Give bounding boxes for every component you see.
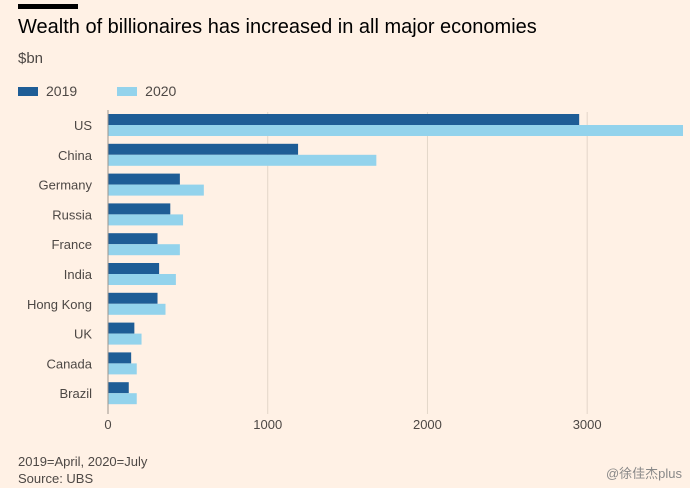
bar-2019 (108, 352, 132, 364)
bar-2020 (108, 333, 142, 345)
legend-item-2019: 2019 (18, 83, 77, 99)
bar-2019 (108, 292, 158, 304)
bar-2020 (108, 184, 204, 196)
legend-label-2020: 2020 (145, 83, 177, 99)
unit-label: $bn (18, 50, 44, 67)
bar-2019 (108, 322, 135, 334)
bar-2020 (108, 363, 137, 375)
y-tick-label: Hong Kong (27, 297, 92, 312)
y-tick-label: US (74, 118, 92, 133)
source: Source: UBS (18, 471, 94, 486)
y-tick-label: UK (74, 327, 92, 342)
legend-swatch-2020 (117, 86, 138, 96)
x-tick-label: 1000 (253, 417, 282, 432)
x-tick-label: 0 (104, 417, 111, 432)
x-tick-label: 3000 (573, 417, 602, 432)
legend-item-2020: 2020 (117, 83, 176, 99)
x-tick-label: 2000 (413, 417, 442, 432)
legend-swatch-2019 (18, 86, 38, 96)
legend-label-2019: 2019 (46, 83, 78, 99)
y-tick-label: China (58, 148, 93, 163)
bar-2020 (108, 303, 166, 315)
bar-2019 (108, 143, 299, 155)
y-tick-label: Brazil (59, 386, 92, 401)
bar-2019 (108, 233, 158, 245)
bar-2019 (108, 203, 171, 215)
bar-2020 (108, 274, 176, 285)
bar-2019 (108, 173, 180, 185)
bar-2019 (108, 382, 129, 394)
bar-2019 (108, 114, 580, 125)
bar-2020 (108, 393, 137, 405)
y-tick-label: Russia (52, 207, 93, 222)
brand-bar (18, 4, 78, 9)
footnote: 2019=April, 2020=July (18, 454, 148, 469)
y-tick-label: India (64, 267, 93, 282)
y-tick-label: France (52, 237, 92, 252)
y-tick-label: Germany (39, 178, 93, 193)
y-tick-label: Canada (46, 356, 92, 371)
chart-title: Wealth of billionaires has increased in … (18, 16, 537, 38)
bar-2020 (108, 154, 377, 166)
legend: 2019 2020 (18, 83, 216, 99)
bar-2020 (108, 244, 180, 256)
bar-2019 (108, 263, 160, 274)
bar-2020 (108, 125, 683, 136)
bar-2020 (108, 214, 184, 226)
watermark: @徐佳杰plus (605, 466, 682, 481)
